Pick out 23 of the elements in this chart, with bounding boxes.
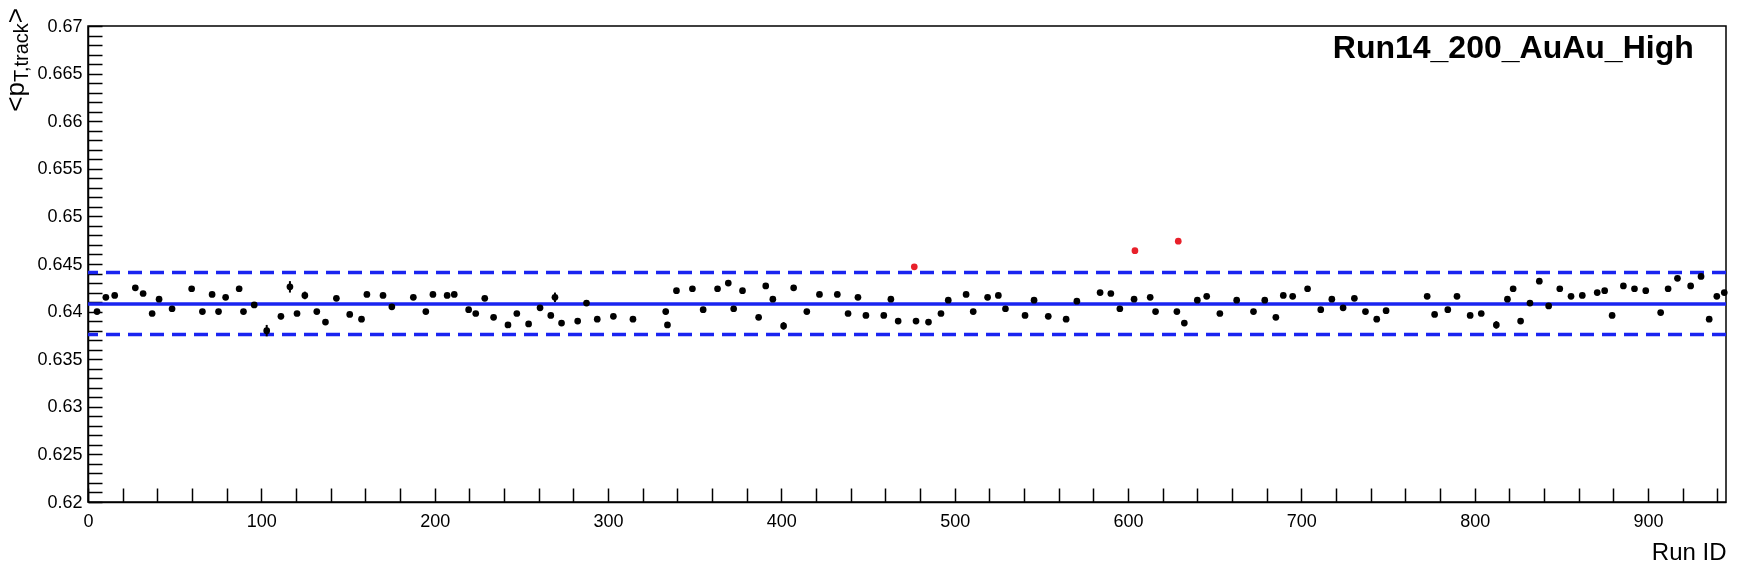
- x-tick-label: 900: [1633, 510, 1664, 531]
- x-tick-label: 800: [1460, 510, 1491, 531]
- x-tick-label: 600: [1113, 510, 1144, 531]
- x-tick-label: 400: [766, 510, 797, 531]
- y-tick-label: 0.64: [47, 301, 83, 322]
- x-tick-label: 200: [420, 510, 451, 531]
- y-tick-label: 0.635: [37, 348, 83, 369]
- y-tick-label: 0.665: [37, 63, 83, 84]
- y-tick-label: 0.62: [47, 491, 83, 512]
- x-axis-title: Run ID: [1651, 537, 1727, 565]
- x-tick-label: 500: [940, 510, 971, 531]
- y-tick-label: 0.655: [37, 158, 83, 179]
- y-tick-label: 0.66: [47, 110, 83, 131]
- y-tick-label: 0.625: [37, 443, 83, 464]
- y-tick-label: 0.65: [47, 205, 83, 226]
- x-tick-label: 700: [1286, 510, 1317, 531]
- y-tick-label: 0.645: [37, 253, 83, 274]
- y-tick-label: 0.67: [47, 15, 83, 36]
- chart-title: Run14_200_AuAu_High: [1332, 29, 1694, 65]
- x-tick-label: 0: [83, 510, 94, 531]
- y-tick-label: 0.63: [47, 396, 83, 417]
- x-tick-label: 100: [246, 510, 277, 531]
- x-tick-label: 300: [593, 510, 624, 531]
